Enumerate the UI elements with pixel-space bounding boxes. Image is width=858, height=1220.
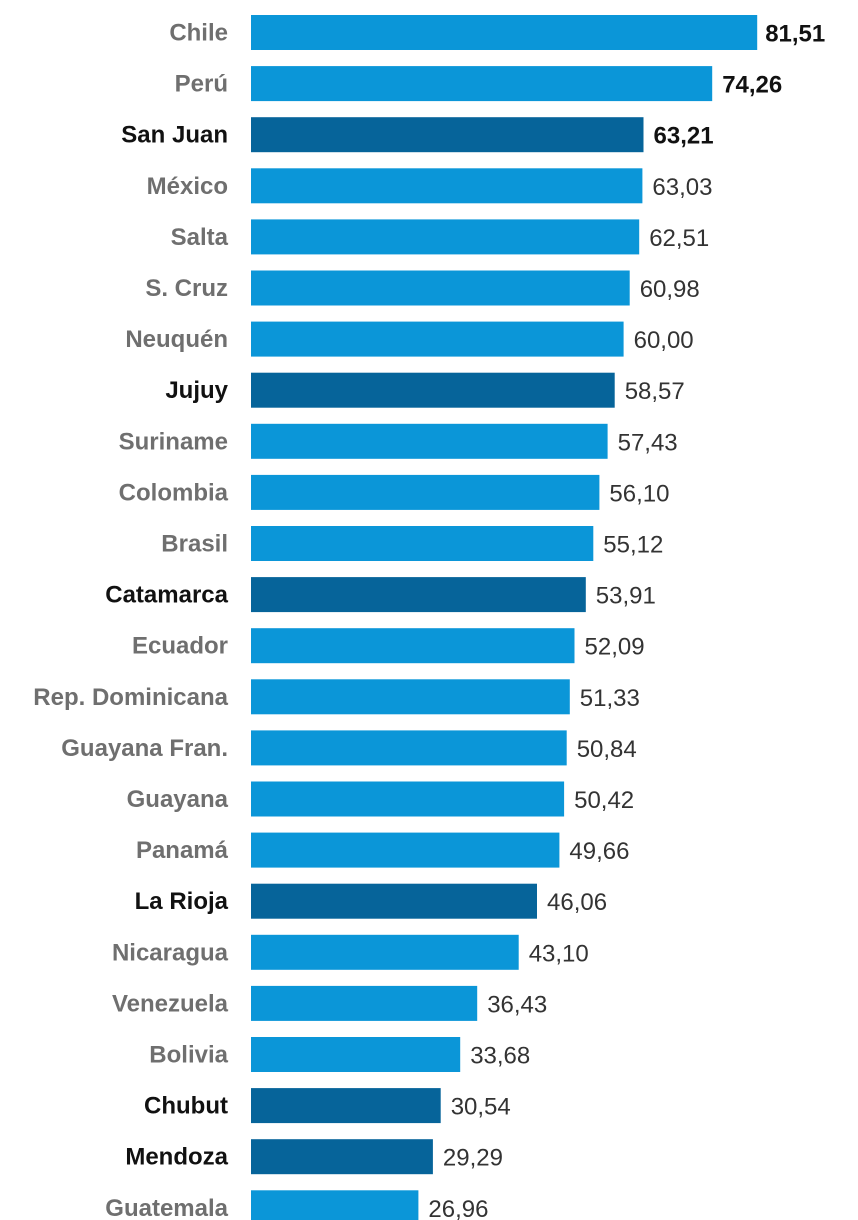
bar-12 [251, 628, 575, 664]
bar-11 [251, 577, 586, 613]
bar-18 [251, 934, 519, 970]
bar-2 [251, 117, 644, 153]
value-label-11: 53,91 [596, 583, 656, 610]
category-label-2: San Juan [121, 122, 228, 149]
value-label-16: 49,66 [569, 838, 629, 865]
value-label-12: 52,09 [585, 634, 645, 661]
bar-3 [251, 168, 643, 204]
category-label-4: Salta [171, 224, 229, 251]
value-label-1: 74,26 [722, 72, 782, 99]
category-label-11: Catamarca [105, 582, 228, 609]
value-label-17: 46,06 [547, 889, 607, 916]
category-label-22: Mendoza [125, 1144, 228, 1171]
value-label-15: 50,42 [574, 787, 634, 814]
category-label-12: Ecuador [132, 633, 228, 660]
value-label-9: 56,10 [609, 480, 669, 507]
value-label-7: 58,57 [625, 378, 685, 405]
category-label-6: Neuquén [125, 326, 228, 353]
value-label-0: 81,51 [765, 21, 825, 48]
bar-4 [251, 219, 640, 255]
value-label-18: 43,10 [529, 940, 589, 967]
category-label-15: Guayana [127, 786, 229, 813]
value-label-5: 60,98 [640, 276, 700, 303]
value-label-23: 26,96 [428, 1196, 488, 1220]
bar-17 [251, 883, 537, 919]
category-label-16: Panamá [136, 837, 229, 864]
category-label-21: Chubut [144, 1093, 228, 1120]
category-label-20: Bolivia [149, 1042, 228, 1069]
value-label-8: 57,43 [618, 429, 678, 456]
category-label-5: S. Cruz [145, 275, 228, 302]
value-label-4: 62,51 [649, 225, 709, 252]
bar-8 [251, 423, 608, 459]
category-label-19: Venezuela [112, 990, 229, 1017]
bar-14 [251, 730, 567, 766]
bar-21 [251, 1088, 441, 1124]
category-label-18: Nicaragua [112, 939, 229, 966]
bar-5 [251, 270, 630, 306]
bar-0 [251, 15, 758, 50]
value-label-19: 36,43 [487, 991, 547, 1018]
value-label-13: 51,33 [580, 685, 640, 712]
value-label-2: 63,21 [654, 123, 714, 150]
category-label-13: Rep. Dominicana [33, 684, 228, 711]
bar-22 [251, 1139, 433, 1175]
value-label-3: 63,03 [652, 174, 712, 201]
bar-15 [251, 781, 565, 817]
category-label-10: Brasil [161, 531, 228, 558]
category-label-17: La Rioja [135, 888, 229, 915]
bar-19 [251, 985, 478, 1021]
bar-16 [251, 832, 560, 868]
category-label-23: Guatemala [105, 1195, 228, 1220]
value-label-20: 33,68 [470, 1043, 530, 1070]
bar-1 [251, 66, 713, 102]
bar-9 [251, 474, 600, 510]
bar-7 [251, 372, 615, 408]
value-label-22: 29,29 [443, 1145, 503, 1172]
category-label-3: México [147, 173, 228, 200]
category-label-1: Perú [175, 71, 228, 98]
bar-23 [251, 1190, 419, 1220]
category-label-0: Chile [169, 20, 228, 47]
value-label-10: 55,12 [603, 532, 663, 559]
value-label-21: 30,54 [451, 1094, 511, 1121]
category-label-8: Suriname [119, 428, 228, 455]
category-label-9: Colombia [119, 479, 229, 506]
category-label-14: Guayana Fran. [61, 735, 228, 762]
bar-6 [251, 321, 624, 357]
bar-20 [251, 1037, 461, 1072]
value-label-6: 60,00 [634, 327, 694, 354]
value-label-14: 50,84 [577, 736, 637, 763]
bar-13 [251, 679, 570, 715]
category-label-7: Jujuy [165, 377, 228, 404]
bar-10 [251, 526, 594, 561]
